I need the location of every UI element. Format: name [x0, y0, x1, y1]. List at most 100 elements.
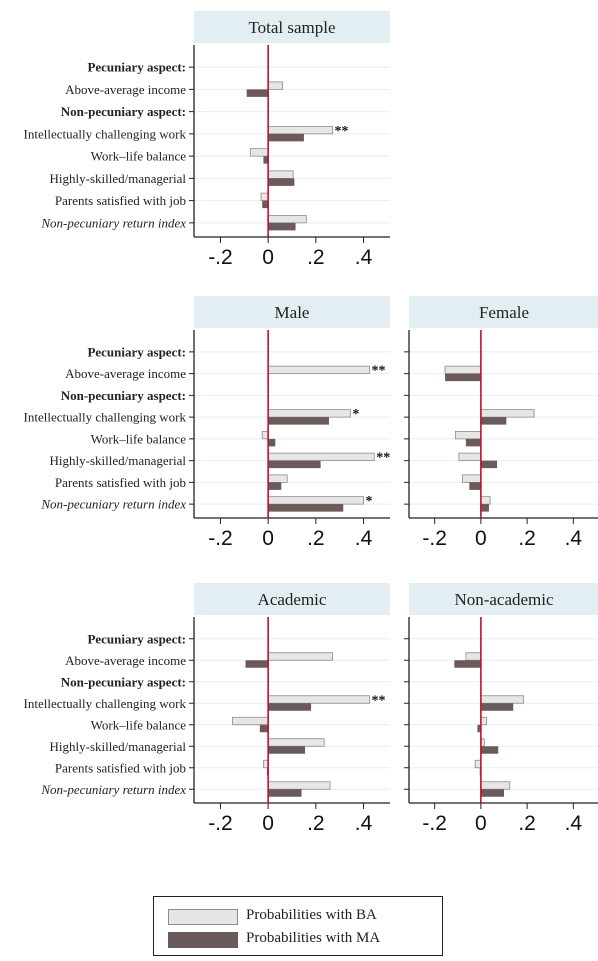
legend-label-ba: Probabilities with BA	[246, 907, 377, 923]
total-sample-bar-ma	[246, 89, 269, 97]
non-academic-bar-ba	[474, 759, 482, 769]
non-academic-bar-ba	[480, 695, 525, 704]
male-bar-ba	[261, 430, 269, 440]
non-academic-bar-ma	[480, 746, 499, 754]
total-sample-bar-ma	[268, 133, 304, 142]
total-sample-bar-ba	[267, 170, 294, 179]
academic-bar-ba	[267, 738, 325, 747]
female-x-tick-label: -.2	[422, 527, 447, 550]
section-heading: Non-pecuniary aspect:	[61, 388, 186, 403]
non-academic-title: Non-academic	[454, 590, 554, 609]
total-sample-bar-ba	[260, 192, 269, 202]
non-academic-bar-ba	[465, 652, 482, 661]
academic-bar-ba	[231, 716, 269, 726]
female-title-strip	[409, 296, 598, 328]
non-academic-x-tick-label: 0	[475, 812, 487, 835]
total-sample-title-strip	[194, 11, 390, 43]
category-label: Parents satisfied with job	[55, 760, 186, 775]
category-label: Intellectually challenging work	[24, 126, 187, 141]
female-bar-ma	[465, 438, 481, 447]
non-academic-bar-ma	[454, 660, 481, 668]
female-bar-ba	[455, 430, 482, 440]
section-heading: Pecuniary aspect:	[87, 60, 186, 75]
category-label: Highly-skilled/managerial	[50, 171, 187, 186]
female-bar-ba	[458, 452, 482, 462]
male-bar-ma	[268, 482, 282, 490]
legend-box: Probabilities with BA Probabilities with…	[153, 896, 443, 956]
female-x-tick-label: 0	[475, 527, 487, 550]
male-bar-ba	[267, 474, 288, 483]
academic-x-tick-label: .4	[355, 812, 373, 835]
male-x-tick-label: 0	[262, 527, 274, 550]
male-bar-ba	[267, 409, 351, 418]
non-academic-bar-ba	[480, 781, 511, 790]
academic-title: Academic	[258, 590, 327, 609]
female-bar-ba	[444, 365, 482, 375]
category-label: Non-pecuniary return index	[40, 782, 186, 797]
category-label: Intellectually challenging work	[24, 696, 187, 711]
academic-significance-marker: **	[372, 693, 386, 708]
section-heading: Pecuniary aspect:	[87, 631, 186, 646]
male-significance-marker: *	[366, 494, 373, 509]
total-sample-bar-ba	[267, 125, 333, 135]
academic-bar-ma	[259, 724, 269, 733]
male-x-tick-label: .2	[307, 527, 325, 550]
total-sample-bar-ma	[268, 222, 296, 231]
academic-bar-ma	[268, 746, 306, 754]
category-label: Parents satisfied with job	[55, 475, 186, 490]
total-sample-title: Total sample	[248, 18, 335, 37]
category-label: Work–life balance	[91, 149, 187, 164]
male-significance-marker: *	[352, 407, 359, 422]
category-label: Above-average income	[65, 82, 186, 97]
male-bar-ma	[268, 504, 344, 512]
total-sample-x-tick-label: .2	[307, 246, 325, 269]
academic-x-tick-label: 0	[262, 812, 274, 835]
total-sample-bar-ma	[263, 156, 269, 164]
male-x-tick-label: -.2	[208, 527, 233, 550]
category-label: Work–life balance	[91, 717, 187, 732]
female-title: Female	[479, 303, 529, 322]
total-sample-bar-ba	[267, 214, 307, 224]
female-bar-ba	[461, 474, 482, 483]
category-label: Intellectually challenging work	[24, 410, 187, 425]
female-bar-ma	[445, 373, 481, 382]
male-x-tick-label: .4	[355, 527, 373, 550]
academic-title-strip	[194, 583, 390, 615]
academic-bar-ba	[267, 781, 331, 790]
female-bar-ma	[469, 482, 481, 490]
category-label: Highly-skilled/managerial	[50, 739, 187, 754]
category-label: Highly-skilled/managerial	[50, 453, 187, 468]
category-label: Above-average income	[65, 366, 186, 381]
total-sample-bar-ma	[268, 178, 295, 186]
academic-bar-ma	[245, 660, 269, 668]
category-label: Non-pecuniary return index	[40, 497, 186, 512]
total-sample-bar-ba	[249, 148, 269, 157]
total-sample-significance-marker: **	[335, 124, 349, 139]
non-academic-bar-ma	[477, 724, 481, 733]
academic-bar-ba	[267, 695, 370, 704]
male-bar-ma	[268, 438, 276, 447]
total-sample-x-tick-label: -.2	[208, 246, 233, 269]
female-bar-ma	[480, 417, 507, 425]
non-academic-x-tick-label: -.2	[422, 812, 447, 835]
academic-bar-ma	[268, 789, 302, 797]
male-bar-ma	[268, 417, 329, 425]
legend-label-ma: Probabilities with MA	[246, 930, 381, 946]
male-title-strip	[194, 296, 390, 328]
section-heading: Non-pecuniary aspect:	[61, 104, 186, 119]
non-academic-x-tick-label: .2	[518, 812, 536, 835]
total-sample-x-tick-label: .4	[355, 246, 373, 269]
male-bar-ba	[267, 452, 375, 462]
legend-swatch-ma	[168, 932, 238, 948]
category-label: Work–life balance	[91, 431, 187, 446]
legend-swatch-ba	[168, 909, 238, 925]
academic-bar-ma	[268, 703, 312, 711]
non-academic-title-strip	[409, 583, 598, 615]
female-x-tick-label: .2	[518, 527, 536, 550]
total-sample-bar-ma	[262, 200, 269, 209]
male-bar-ma	[268, 460, 321, 469]
non-academic-bar-ma	[480, 703, 514, 711]
legend-entry-ba: Probabilities with BA	[168, 907, 438, 927]
male-significance-marker: **	[376, 451, 390, 466]
